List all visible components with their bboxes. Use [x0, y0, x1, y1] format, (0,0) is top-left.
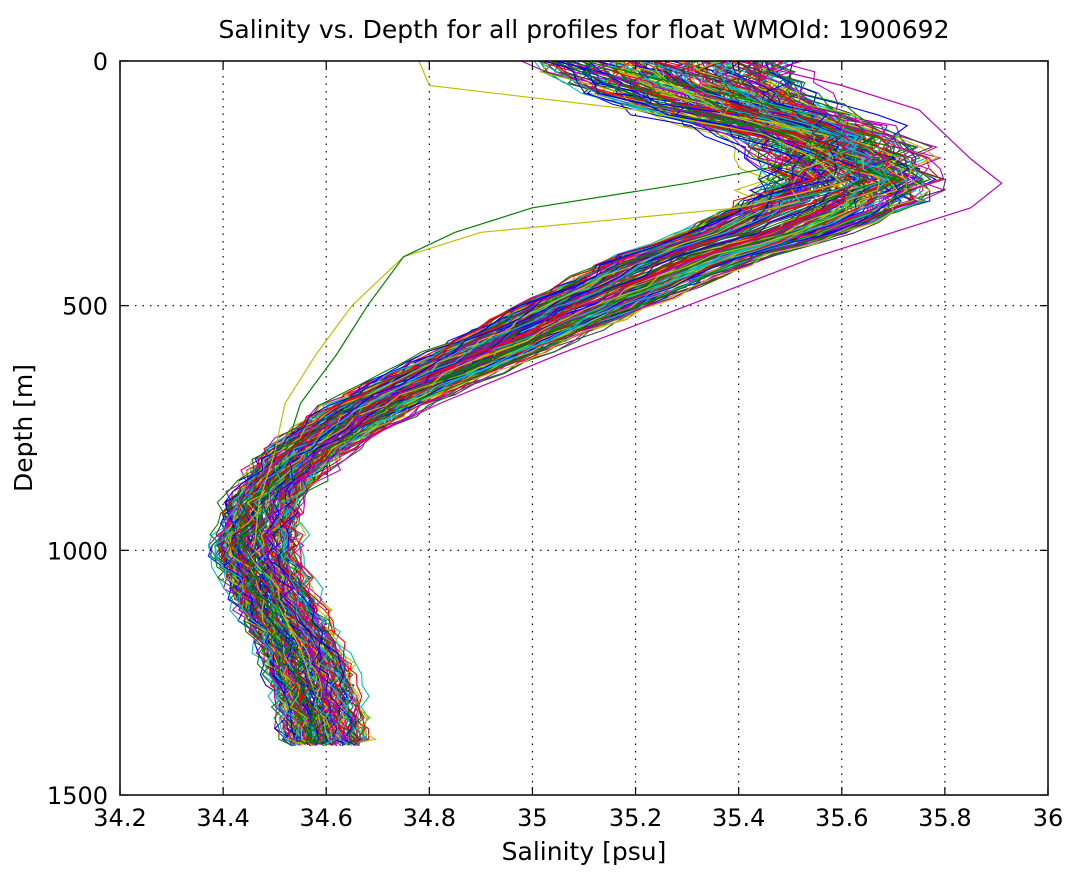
x-tick-label: 34.2 [93, 804, 146, 832]
profile-line [228, 60, 863, 745]
profile-line [223, 60, 784, 743]
y-tick-label: 500 [62, 293, 108, 321]
profile-line [214, 60, 801, 744]
profile-line [217, 60, 810, 745]
x-tick-label: 36 [1033, 804, 1064, 832]
profile-line [268, 60, 872, 743]
outlier-profile-line [263, 60, 1003, 747]
y-tick-label: 0 [93, 48, 108, 76]
x-axis-label: Salinity [psu] [502, 837, 667, 866]
profile-line [265, 60, 864, 747]
x-tick-label: 34.4 [196, 804, 249, 832]
y-tick-label: 1000 [47, 537, 108, 565]
x-tick-label: 34.6 [300, 804, 353, 832]
profile-line [236, 60, 809, 744]
profile-line [289, 60, 853, 744]
profile-line [256, 60, 842, 744]
x-tick-label: 35 [517, 804, 548, 832]
x-tick-label: 35.4 [712, 804, 765, 832]
y-axis-label: Depth [m] [9, 364, 38, 492]
x-tick-label: 34.8 [403, 804, 456, 832]
x-tick-label: 35.8 [918, 804, 971, 832]
plot-frame [119, 60, 1049, 796]
outlier-profile-line [253, 60, 843, 747]
x-tick-label: 35.2 [609, 804, 662, 832]
profile-line [282, 60, 904, 744]
chart-title: Salinity vs. Depth for all profiles for … [219, 15, 950, 44]
profile-line [234, 60, 838, 746]
x-tick-label: 35.6 [815, 804, 868, 832]
y-tick-label: 1500 [47, 782, 108, 810]
profile-line [279, 60, 861, 746]
profile-line [253, 60, 860, 745]
profile-line [235, 60, 912, 744]
